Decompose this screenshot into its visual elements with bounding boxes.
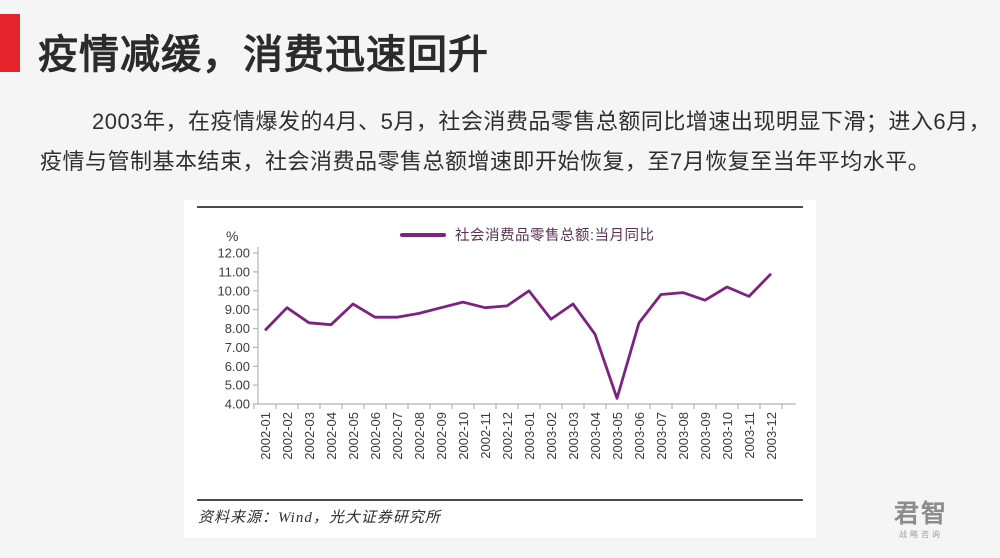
- svg-text:2003-01: 2003-01: [522, 412, 537, 460]
- page-title: 疫情减缓，消费迅速回升: [38, 33, 489, 77]
- svg-text:2003-03: 2003-03: [566, 412, 581, 460]
- legend-label: 社会消费品零售总额:当月同比: [455, 228, 655, 244]
- chart-panel: % 社会消费品零售总额:当月同比 4.00 5.00 6.00 7.00 8.00 9.0…: [184, 200, 816, 538]
- svg-text:2003-02: 2003-02: [544, 412, 559, 460]
- chart-source-divider: [197, 499, 803, 501]
- svg-text:2003-12: 2003-12: [764, 412, 779, 460]
- svg-text:6.00: 6.00: [225, 359, 250, 374]
- brand-logo: 君智 战略咨询: [894, 502, 948, 539]
- svg-text:2002-02: 2002-02: [280, 412, 295, 460]
- title-accent-bar: [0, 14, 20, 72]
- svg-text:2003-05: 2003-05: [610, 412, 625, 460]
- series-line-社会消费品零售总额:当月同比: [263, 272, 773, 400]
- x-axis-ticks: [253, 404, 783, 409]
- svg-text:2003-07: 2003-07: [654, 412, 669, 460]
- y-axis-ticks-and-labels: 4.00 5.00 6.00 7.00 8.00 9.00 10.00 11.00 12.00: [217, 246, 258, 412]
- svg-text:2003-10: 2003-10: [720, 412, 735, 460]
- svg-text:2002-05: 2002-05: [346, 412, 361, 460]
- svg-text:2003-08: 2003-08: [676, 412, 691, 460]
- svg-text:2002-09: 2002-09: [434, 412, 449, 460]
- svg-text:2003-09: 2003-09: [698, 412, 713, 460]
- svg-text:2003-06: 2003-06: [632, 412, 647, 460]
- body-line-2: 疫情与管制基本结束，社会消费品零售总额增速即开始恢复，至7月恢复至当年平均水平。: [40, 149, 931, 174]
- svg-text:12.00: 12.00: [217, 246, 250, 261]
- y-axis-unit-label: %: [226, 228, 239, 244]
- brand-logo-subtext: 战略咨询: [898, 530, 943, 539]
- chart-top-rule: [197, 206, 803, 208]
- svg-text:4.00: 4.00: [225, 397, 250, 412]
- x-axis-labels: 2002-01 2002-02 2002-03 2002-04 2002-05 2002-…: [258, 412, 779, 460]
- chart-axes: [257, 247, 796, 405]
- svg-text:2002-01: 2002-01: [258, 412, 273, 460]
- body-line-1: 2003年，在疫情爆发的4月、5月，社会消费品零售总额同比增速出现明显下滑；进入…: [92, 109, 992, 134]
- brand-logo-name: 君智: [893, 500, 948, 528]
- svg-text:8.00: 8.00: [225, 321, 250, 336]
- svg-text:2002-03: 2002-03: [302, 412, 317, 460]
- svg-text:7.00: 7.00: [225, 340, 250, 355]
- svg-text:10.00: 10.00: [217, 283, 250, 298]
- svg-text:2002-11: 2002-11: [478, 412, 493, 459]
- svg-text:2002-10: 2002-10: [456, 412, 471, 460]
- svg-text:2002-07: 2002-07: [390, 412, 405, 460]
- svg-text:11.00: 11.00: [218, 264, 250, 279]
- source-note: 资料来源：Wind，光大证券研究所: [198, 510, 441, 526]
- retail-sales-line-chart: 4.00 5.00 6.00 7.00 8.00 9.00 10.00 11.00 12.00 2…: [217, 246, 796, 460]
- svg-text:2003-04: 2003-04: [588, 412, 603, 460]
- svg-text:2002-06: 2002-06: [368, 412, 383, 460]
- svg-text:2002-12: 2002-12: [500, 412, 515, 460]
- svg-text:9.00: 9.00: [225, 302, 250, 317]
- body-paragraph: 2003年，在疫情爆发的4月、5月，社会消费品零售总额同比增速出现明显下滑；进入…: [40, 102, 992, 182]
- svg-text:2003-11: 2003-11: [742, 412, 757, 459]
- svg-text:5.00: 5.00: [225, 378, 250, 393]
- svg-text:2002-04: 2002-04: [324, 412, 339, 460]
- svg-text:2002-08: 2002-08: [412, 412, 427, 460]
- chart-legend: 社会消费品零售总额:当月同比: [400, 224, 655, 245]
- legend-line-icon: [400, 232, 446, 237]
